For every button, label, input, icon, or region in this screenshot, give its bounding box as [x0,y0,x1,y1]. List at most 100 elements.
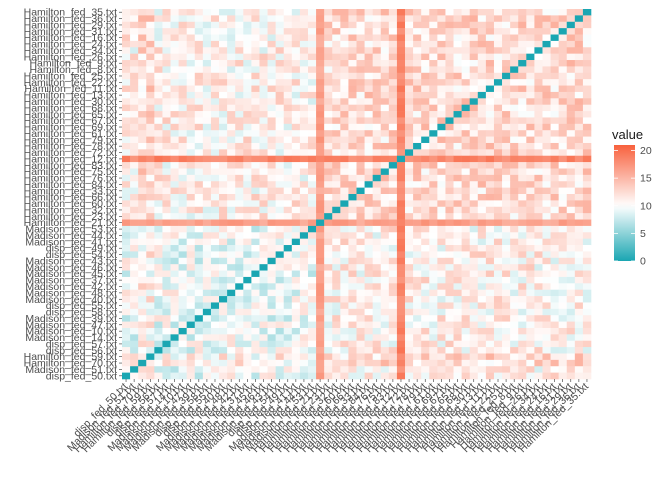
heatmap-cell [316,142,325,150]
heatmap-cell [526,366,535,373]
heatmap-cell [219,79,228,86]
heatmap-cell [324,289,333,297]
heatmap-cell [186,194,196,201]
heatmap-cell [493,372,503,380]
heatmap-cell [291,366,301,373]
heatmap-cell [186,130,196,137]
heatmap-cell [122,283,131,290]
heatmap-cell [154,15,163,23]
heatmap-cell [138,9,147,16]
heatmap-cell [219,366,228,373]
heatmap-cell [178,117,187,125]
y-tick-label: Madison_fed_48.txt [25,287,117,299]
heatmap-cell [502,136,511,144]
heatmap-cell [332,315,341,322]
heatmap-cell [291,85,301,93]
heatmap-cell [582,162,592,169]
heatmap-cell [138,276,147,284]
heatmap-cell [170,366,179,373]
heatmap-cell [186,21,196,29]
heatmap-cell [348,251,357,259]
heatmap-cell [122,149,131,157]
heatmap-cell [558,372,568,380]
heatmap-cell [146,238,155,246]
heatmap-cell [526,308,535,316]
heatmap-cell [291,257,301,265]
heatmap-cell [550,40,559,48]
heatmap-cell [227,308,236,316]
heatmap-cell [542,315,551,322]
heatmap-cell [307,104,317,112]
heatmap-cell [356,321,365,329]
heatmap-cell [291,47,301,54]
y-tick-label: Hamilton_fed_23.txt [24,211,117,223]
heatmap-cell [502,149,511,157]
heatmap-cell [170,72,179,80]
heatmap-cell [485,245,495,252]
heatmap-cell [259,302,268,310]
heatmap-cell [307,162,317,169]
heatmap-cell [186,315,196,322]
heatmap-cell [194,219,204,227]
heatmap-cell [227,219,236,227]
heatmap-cell [356,238,365,246]
heatmap-cell [461,34,471,42]
heatmap-cell [299,302,309,310]
heatmap-cell [445,85,454,93]
heatmap-cell [461,130,471,137]
heatmap-cell [461,149,471,157]
heatmap-cell [210,9,220,16]
heatmap-cell [534,289,543,297]
heatmap-cell [493,98,503,105]
heatmap-cell [154,21,163,29]
heatmap-cell [445,372,454,380]
heatmap-cell [429,213,438,220]
heatmap-cell [299,34,309,42]
heatmap-cell [534,213,543,220]
heatmap-cell [194,174,204,182]
heatmap-cell [170,251,179,259]
heatmap-cell [307,340,317,348]
heatmap-cell [534,53,543,61]
heatmap-cell [202,181,212,188]
heatmap-cell [299,66,309,74]
heatmap-cell [186,238,196,246]
heatmap-cell [388,245,398,252]
heatmap-cell [227,366,236,373]
heatmap-cell [356,21,365,29]
heatmap-cell [227,104,236,112]
heatmap-cell [130,308,139,316]
heatmap-cell [372,194,382,201]
heatmap-cell [186,264,196,271]
heatmap-cell [405,21,414,29]
heatmap-cell [429,66,438,74]
heatmap-cell [307,149,317,157]
heatmap-cell [267,47,276,54]
heatmap-cell [453,334,462,342]
heatmap-cell [324,308,333,316]
heatmap-cell [162,257,171,265]
heatmap-cell [582,276,592,284]
heatmap-cell [485,200,495,208]
heatmap-cell [453,200,462,208]
heatmap-cell [534,238,543,246]
heatmap-cell [526,206,535,214]
heatmap-cell [445,276,454,284]
heatmap-cell [380,60,390,67]
heatmap-cell [324,347,333,354]
heatmap-cell [445,187,454,195]
heatmap-cell [210,347,220,354]
heatmap-cell [372,366,382,373]
heatmap-cell [186,289,196,297]
heatmap-cell [493,245,503,252]
heatmap-cell [380,225,390,233]
heatmap-cell [429,136,438,144]
heatmap-cell [283,136,293,144]
heatmap-cell [130,117,139,125]
heatmap-cell [122,194,131,201]
heatmap-cell [582,79,592,86]
heatmap-cell [178,34,187,42]
heatmap-cell [348,372,357,380]
heatmap-cell [485,194,495,201]
heatmap-cell [380,315,390,322]
